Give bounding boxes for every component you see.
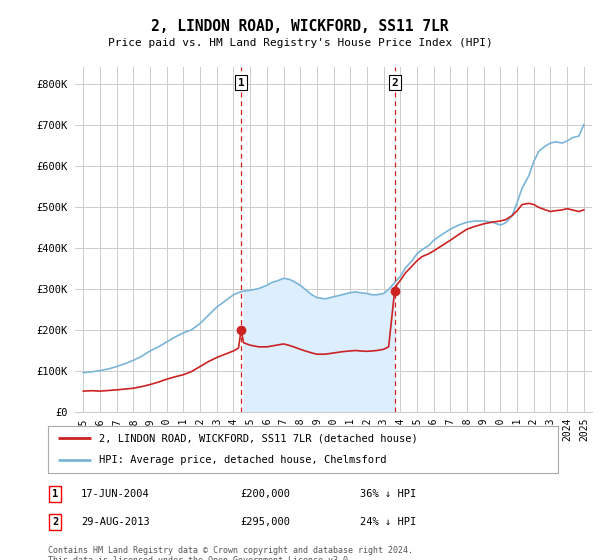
Text: 17-JUN-2004: 17-JUN-2004 <box>81 489 150 499</box>
Text: 36% ↓ HPI: 36% ↓ HPI <box>360 489 416 499</box>
Text: 2: 2 <box>52 517 58 527</box>
Text: 2, LINDON ROAD, WICKFORD, SS11 7LR (detached house): 2, LINDON ROAD, WICKFORD, SS11 7LR (deta… <box>99 433 418 444</box>
Text: £200,000: £200,000 <box>240 489 290 499</box>
Text: Contains HM Land Registry data © Crown copyright and database right 2024.
This d: Contains HM Land Registry data © Crown c… <box>48 546 413 560</box>
Text: 29-AUG-2013: 29-AUG-2013 <box>81 517 150 527</box>
Text: £295,000: £295,000 <box>240 517 290 527</box>
Text: 1: 1 <box>238 77 245 87</box>
Text: 1: 1 <box>52 489 58 499</box>
Text: Price paid vs. HM Land Registry's House Price Index (HPI): Price paid vs. HM Land Registry's House … <box>107 38 493 48</box>
Text: HPI: Average price, detached house, Chelmsford: HPI: Average price, detached house, Chel… <box>99 455 386 465</box>
Text: 24% ↓ HPI: 24% ↓ HPI <box>360 517 416 527</box>
Text: 2: 2 <box>391 77 398 87</box>
Text: 2, LINDON ROAD, WICKFORD, SS11 7LR: 2, LINDON ROAD, WICKFORD, SS11 7LR <box>151 20 449 34</box>
